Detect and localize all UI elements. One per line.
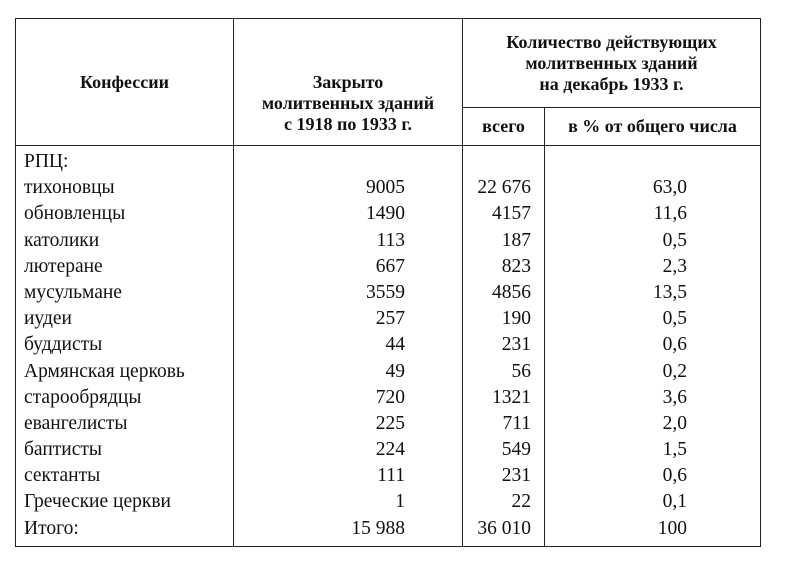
confession-cell: иудеи <box>24 308 72 330</box>
confessions-table: Конфессии Закрыто молитвенных зданий с 1… <box>15 18 761 547</box>
closed-cell: 224 <box>375 439 405 461</box>
percent-cell: 13,5 <box>652 281 687 303</box>
closed-cell: 113 <box>376 229 405 251</box>
closed-cell: 9005 <box>366 177 405 199</box>
confession-cell: сектанты <box>24 465 101 487</box>
percent-cell: 0,5 <box>662 308 687 330</box>
total-column: 22 676 4157 187 823 4856 190 231 56 1321 711 549 23… <box>462 145 545 547</box>
percent-cell: 11,6 <box>653 203 687 225</box>
closed-column: 9005 1490 113 667 3559 257 44 49 720 225 224 111 1 15… <box>233 145 463 547</box>
confession-cell: Армянская церковь <box>24 360 185 382</box>
percent-cell: 2,3 <box>662 255 687 277</box>
percent-cell: 0,6 <box>662 465 687 487</box>
header-closed-line: молитвенных зданий <box>261 93 435 113</box>
closed-cell: 49 <box>385 360 406 382</box>
header-active-line: молитвенных зданий <box>525 52 698 73</box>
confession-cell: евангелисты <box>24 412 128 434</box>
total-cell: 187 <box>501 229 531 251</box>
confession-cell: лютеране <box>24 255 103 277</box>
confession-cell: РПЦ: <box>24 151 69 172</box>
closed-cell: 225 <box>375 412 405 434</box>
header-active-line: Количество действующих <box>506 31 717 52</box>
percent-cell: 0,5 <box>662 229 687 251</box>
total-cell: 190 <box>501 308 531 330</box>
total-cell: 22 <box>511 491 532 513</box>
header-confession: Конфессии <box>15 18 234 146</box>
confession-cell: буддисты <box>24 334 103 356</box>
closed-cell: 111 <box>377 465 405 487</box>
header-closed-line: с 1918 по 1933 г. <box>283 114 412 134</box>
percent-cell <box>545 149 760 175</box>
confession-cell: мусульмане <box>24 281 122 303</box>
closed-cell <box>234 149 462 175</box>
closed-cell: 667 <box>375 255 405 277</box>
total-cell: 711 <box>502 412 531 434</box>
percent-cell: 0,6 <box>662 334 687 356</box>
confession-cell: старообрядцы <box>24 386 142 408</box>
header-closed-line: Закрыто <box>312 72 384 92</box>
total-cell: 4856 <box>492 281 531 303</box>
closed-cell: 1 <box>395 491 405 513</box>
closed-cell: 44 <box>385 334 406 356</box>
total-cell: 36 010 <box>477 517 531 539</box>
closed-cell: 1490 <box>366 203 405 225</box>
total-cell: 823 <box>501 255 531 277</box>
percent-cell: 2,0 <box>662 412 687 434</box>
total-cell: 231 <box>501 334 531 356</box>
confession-cell: католики <box>24 229 100 251</box>
total-cell: 231 <box>501 465 531 487</box>
total-cell: 56 <box>511 360 532 382</box>
header-closed: Закрыто молитвенных зданий с 1918 по 193… <box>233 18 463 146</box>
confession-cell: баптисты <box>24 439 102 461</box>
percent-cell: 0,2 <box>662 360 687 382</box>
confession-column: РПЦ: тихоновцы обновленцы католики лютеране м… <box>15 145 234 547</box>
closed-cell: 3559 <box>366 281 405 303</box>
confession-cell: обновленцы <box>24 203 126 225</box>
header-active-group: Количество действующих молитвенных здани… <box>462 18 761 108</box>
header-active-line: на декабрь 1933 г. <box>539 73 684 94</box>
header-percent: в % от общего числа <box>544 107 761 146</box>
total-cell: 549 <box>501 439 531 461</box>
percent-column: 63,0 11,6 0,5 2,3 13,5 0,5 0,6 0,2 3,6 2,0 1,5 0,6 0… <box>544 145 761 547</box>
header-total: всего <box>462 107 545 146</box>
percent-cell: 100 <box>657 517 687 539</box>
confession-cell: Греческие церкви <box>24 491 171 513</box>
total-cell: 1321 <box>492 386 531 408</box>
total-cell: 22 676 <box>477 177 531 199</box>
total-cell: 4157 <box>492 203 531 225</box>
confession-cell: тихоновцы <box>24 177 115 199</box>
closed-cell: 720 <box>375 386 405 408</box>
confession-cell: Итого: <box>24 517 79 539</box>
percent-cell: 1,5 <box>662 439 687 461</box>
percent-cell: 63,0 <box>652 177 687 199</box>
percent-cell: 3,6 <box>662 386 687 408</box>
total-cell <box>463 149 544 175</box>
closed-cell: 257 <box>375 308 405 330</box>
closed-cell: 15 988 <box>351 517 405 539</box>
percent-cell: 0,1 <box>662 491 687 513</box>
